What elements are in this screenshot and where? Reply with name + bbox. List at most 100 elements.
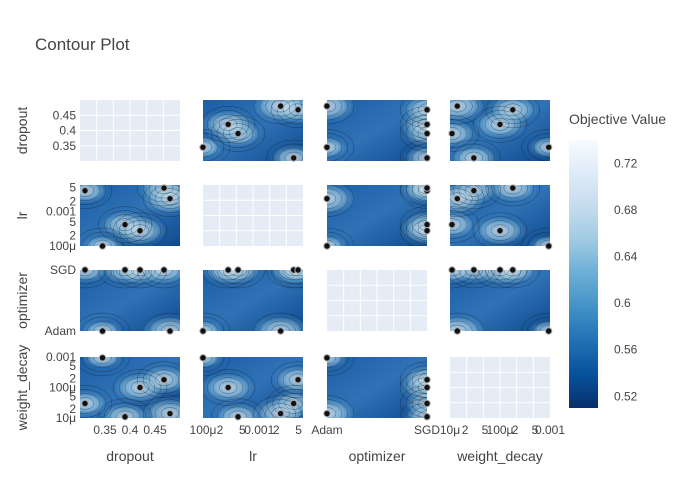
- contour-surface: [203, 270, 303, 331]
- contour-line: [80, 185, 113, 209]
- trial-point: [136, 266, 144, 274]
- contour-line: [327, 141, 337, 154]
- contour-line: [458, 270, 490, 281]
- contour-line: [527, 133, 550, 161]
- contour-line: [450, 312, 485, 331]
- trial-point: [81, 186, 89, 195]
- contour-line: [266, 385, 303, 418]
- trial-point: [224, 120, 232, 129]
- contour-surface: [203, 357, 303, 418]
- contour-line: [212, 270, 244, 281]
- contour-lobe: [137, 270, 180, 285]
- trial-point: [323, 354, 331, 362]
- y-axis-label-lr: lr: [14, 211, 30, 219]
- contour-line: [80, 270, 113, 289]
- trial-point: [160, 266, 168, 274]
- contour-line: [450, 270, 462, 277]
- contour-line: [458, 185, 490, 201]
- contour-line: [411, 220, 427, 241]
- contour-line: [327, 133, 349, 161]
- subplot-weight_decay-vs-weight_decay: [450, 357, 550, 418]
- contour-lobe: [327, 357, 348, 370]
- trial-point: [160, 184, 168, 192]
- contour-line: [148, 369, 180, 390]
- contour-line: [93, 324, 112, 331]
- contour-line: [259, 100, 302, 121]
- contour-line: [490, 270, 510, 277]
- subplot-weight_decay-vs-lr: [199, 354, 303, 421]
- contour-line: [478, 270, 522, 285]
- contour-line: [276, 365, 303, 394]
- contour-line: [87, 320, 118, 331]
- contour-line: [484, 270, 516, 281]
- contour-line: [411, 393, 427, 414]
- contour-lobe: [486, 185, 540, 203]
- contour-line: [154, 373, 174, 386]
- trial-point: [448, 266, 456, 274]
- x-tick-label-optimizer: SGD: [414, 423, 440, 437]
- y-tick-label-weight_decay: 2: [69, 402, 76, 416]
- contour-line: [478, 216, 522, 245]
- contour-line: [228, 127, 248, 140]
- contour-line: [327, 100, 343, 117]
- contour-line: [452, 270, 496, 285]
- trial-point: [509, 184, 517, 192]
- contour-lobe: [250, 397, 303, 418]
- x-tick-label-weight_decay: 2: [462, 423, 469, 437]
- contour-line: [272, 143, 303, 161]
- contour-line: [405, 185, 427, 205]
- contour-line: [417, 103, 427, 117]
- contour-line: [458, 147, 490, 161]
- contour-line: [327, 407, 337, 418]
- contour-line: [160, 192, 180, 205]
- trial-point: [98, 354, 107, 362]
- contour-line: [212, 114, 244, 135]
- contour-line: [276, 270, 303, 285]
- contour-line: [527, 231, 550, 246]
- contour-line: [411, 185, 427, 199]
- contour-line: [270, 270, 303, 289]
- contour-line: [464, 270, 484, 277]
- trial-point: [276, 327, 285, 335]
- contour-line: [148, 399, 180, 418]
- contour-line: [527, 316, 550, 331]
- contour-line: [485, 270, 541, 289]
- contour-line: [130, 270, 150, 277]
- contour-line: [206, 373, 250, 402]
- y-tick-label-dropout: 0.4: [59, 124, 76, 138]
- trial-point: [423, 399, 431, 408]
- contour-line: [450, 206, 480, 243]
- contour-line: [327, 188, 343, 209]
- contour-line: [288, 270, 303, 277]
- trial-point: [448, 129, 456, 138]
- x-tick-label-weight_decay: 5: [532, 423, 539, 437]
- x-axis-label-weight_decay: weight_decay: [456, 448, 543, 464]
- contour-line: [411, 377, 427, 398]
- contour-line: [450, 270, 480, 289]
- contour-line: [450, 127, 462, 140]
- contour-line: [288, 103, 303, 117]
- trial-point: [453, 327, 462, 335]
- trial-point: [199, 354, 207, 362]
- contour-line: [491, 100, 535, 125]
- trial-point: [81, 399, 89, 408]
- contour-lobe: [327, 397, 357, 418]
- contour-line: [399, 185, 427, 207]
- subplot-optimizer-vs-dropout: [80, 266, 180, 335]
- contour-line: [203, 357, 213, 365]
- contour-lobe: [80, 390, 109, 417]
- contour-line: [218, 270, 238, 277]
- contour-line: [450, 270, 502, 289]
- contour-line: [80, 270, 107, 285]
- contour-line: [136, 185, 180, 207]
- contour-line: [222, 123, 254, 144]
- contour-line: [450, 100, 473, 117]
- contour-line: [154, 188, 180, 209]
- contour-line: [411, 123, 427, 144]
- contour-line: [109, 406, 141, 418]
- contour-line: [206, 270, 250, 285]
- colorbar-tick-label: 0.52: [614, 389, 638, 403]
- contour-line: [327, 403, 343, 418]
- contour-line: [405, 216, 427, 245]
- contour-lobe: [400, 100, 427, 125]
